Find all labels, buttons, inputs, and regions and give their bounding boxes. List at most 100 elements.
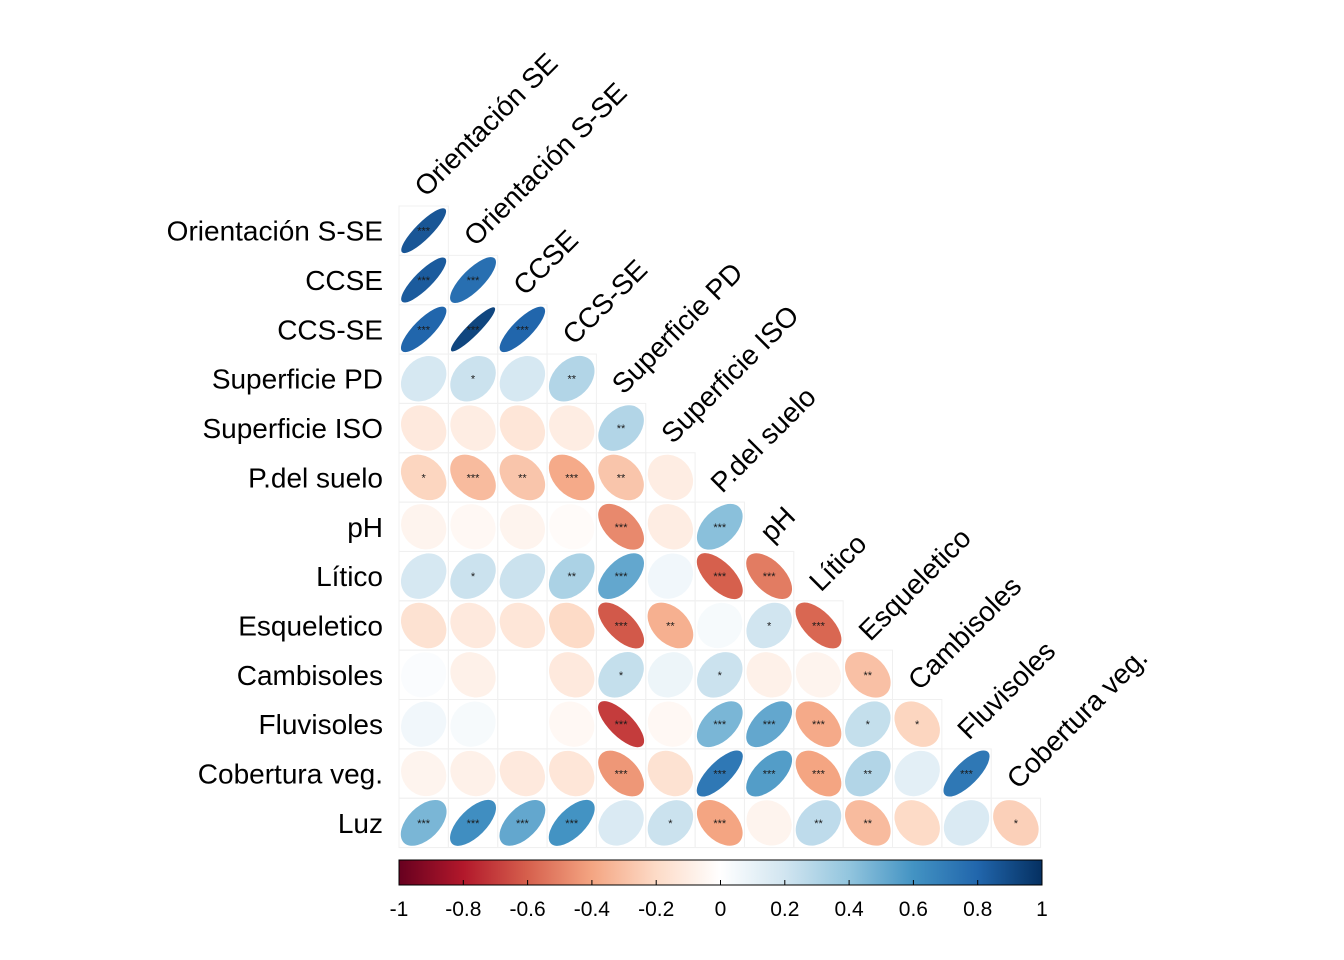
colorbar-tick-label-2: -0.6 — [510, 898, 546, 921]
colorbar-tick-label-3: -0.4 — [574, 898, 611, 921]
ellipse-8-1 — [450, 602, 496, 649]
ellipse-11-10 — [894, 750, 940, 797]
row-label-3: Superficie PD — [212, 364, 383, 395]
significance-9-4: * — [619, 670, 624, 682]
significance-7-1: * — [471, 571, 476, 583]
significance-2-1: *** — [467, 324, 481, 336]
significance-10-7: *** — [763, 719, 777, 731]
ellipse-9-9 — [845, 652, 891, 698]
ellipse-11-6 — [696, 750, 743, 797]
significance-7-3: ** — [567, 571, 576, 583]
ellipse-8-2 — [499, 602, 546, 649]
significance-12-9: ** — [864, 818, 873, 830]
colorbar-tick-label-1: -0.8 — [445, 898, 481, 921]
significance-7-7: *** — [763, 571, 777, 583]
ellipse-11-0 — [401, 750, 447, 797]
colorbar-tick-label-0: -1 — [390, 898, 409, 921]
significance-11-9: ** — [864, 769, 873, 781]
ellipse-6-3 — [549, 504, 595, 550]
ellipse-2-2 — [499, 306, 546, 353]
colorbar-tick-label-8: 0.6 — [899, 898, 928, 921]
ellipse-6-2 — [499, 504, 546, 550]
ellipse-5-5 — [647, 454, 694, 501]
significance-12-1: *** — [467, 818, 481, 830]
ellipse-7-4 — [598, 553, 644, 600]
ellipse-8-3 — [548, 602, 595, 649]
significance-10-4: *** — [615, 719, 629, 731]
row-label-5: P.del suelo — [248, 462, 383, 493]
ellipse-11-5 — [647, 750, 694, 797]
ellipse-10-1 — [450, 701, 496, 747]
significance-9-9: ** — [864, 670, 873, 682]
row-labels: Orientación S-SE CCSE CCS-SE Superficie PD S… — [167, 216, 383, 839]
row-label-8: Esqueletico — [238, 610, 383, 641]
significance-12-0: *** — [417, 818, 431, 830]
ellipse-10-9 — [845, 701, 891, 747]
ellipse-10-5 — [647, 701, 694, 747]
colorbar-tick-label-6: 0.2 — [770, 898, 799, 921]
matrix-ellipses — [400, 208, 1039, 846]
significance-labels: ****** ****** *** **** ***** *** ** *** ***** ***… — [417, 226, 1018, 830]
significance-5-0: * — [422, 472, 427, 484]
significance-12-3: *** — [565, 818, 579, 830]
ellipse-12-1 — [450, 799, 497, 846]
row-label-6: pH — [347, 512, 383, 543]
ellipse-10-0 — [401, 701, 447, 747]
ellipse-6-1 — [450, 504, 496, 550]
ellipse-11-3 — [549, 750, 595, 797]
ellipse-12-12 — [993, 800, 1039, 846]
ellipse-12-5 — [647, 800, 694, 846]
significance-5-3: *** — [565, 472, 579, 484]
ellipse-3-2 — [499, 355, 546, 402]
significance-12-8: ** — [814, 818, 823, 830]
ellipse-9-3 — [549, 652, 595, 698]
ellipse-7-7 — [746, 553, 793, 600]
ellipse-12-3 — [548, 799, 595, 846]
ellipse-3-0 — [400, 355, 447, 402]
ellipse-6-5 — [647, 504, 694, 550]
ellipse-8-8 — [795, 602, 842, 649]
significance-1-0: *** — [417, 275, 431, 287]
row-label-10: Fluvisoles — [259, 709, 383, 740]
ellipse-10-10 — [894, 701, 940, 747]
ellipse-10-6 — [696, 701, 743, 748]
row-label-9: Cambisoles — [237, 660, 383, 691]
ellipse-9-6 — [697, 652, 743, 698]
ellipse-5-2 — [499, 454, 546, 501]
significance-3-1: * — [471, 374, 476, 386]
ellipse-4-4 — [598, 405, 644, 451]
significance-10-8: *** — [812, 719, 826, 731]
ellipse-9-8 — [795, 652, 842, 698]
significance-3-3: ** — [567, 374, 576, 386]
row-label-2: CCS-SE — [277, 314, 383, 345]
significance-2-2: *** — [516, 324, 530, 336]
colorbar: -1 -0.8 -0.6 -0.4 -0.2 0 0.2 0.4 0.6 0.8 1 — [390, 859, 1048, 921]
significance-0-0: *** — [417, 226, 431, 238]
ellipse-11-1 — [450, 750, 496, 797]
ellipse-2-1 — [450, 307, 496, 352]
column-label-8: Lítico — [803, 528, 872, 597]
significance-2-0: *** — [417, 324, 431, 336]
ellipse-5-3 — [548, 454, 595, 501]
ellipse-9-2 — [499, 652, 545, 698]
significance-8-8: *** — [812, 620, 826, 632]
ellipse-10-8 — [795, 701, 842, 748]
ellipse-4-0 — [400, 405, 447, 451]
significance-7-4: *** — [615, 571, 629, 583]
ellipse-1-0 — [401, 257, 447, 303]
ellipse-4-3 — [549, 405, 595, 451]
ellipse-0-0 — [401, 208, 447, 254]
ellipse-2-0 — [400, 306, 447, 353]
ellipse-5-4 — [598, 454, 644, 501]
significance-6-4: *** — [615, 522, 629, 534]
ellipse-7-0 — [400, 553, 447, 599]
ellipse-7-5 — [647, 553, 694, 599]
ellipse-11-8 — [795, 750, 842, 797]
column-label-3: CCS-SE — [557, 254, 654, 351]
column-label-2: CCSE — [507, 224, 584, 301]
significance-11-11: *** — [960, 769, 974, 781]
column-label-1: Orientación S-SE — [458, 77, 633, 252]
ellipse-12-9 — [845, 800, 891, 846]
ellipse-12-2 — [499, 799, 546, 846]
